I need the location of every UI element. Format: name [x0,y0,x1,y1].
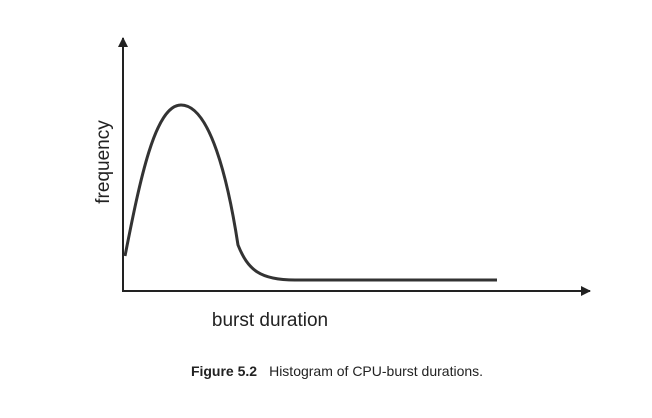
distribution-curve [123,103,497,282]
x-axis-label: burst duration [212,310,328,331]
caption-label: Figure 5.2 [191,363,257,379]
caption-text: Histogram of CPU-burst durations. [269,363,483,379]
y-axis-label: frequency [93,120,114,204]
caption: Figure 5.2 Histogram of CPU-burst duratio… [191,363,483,379]
